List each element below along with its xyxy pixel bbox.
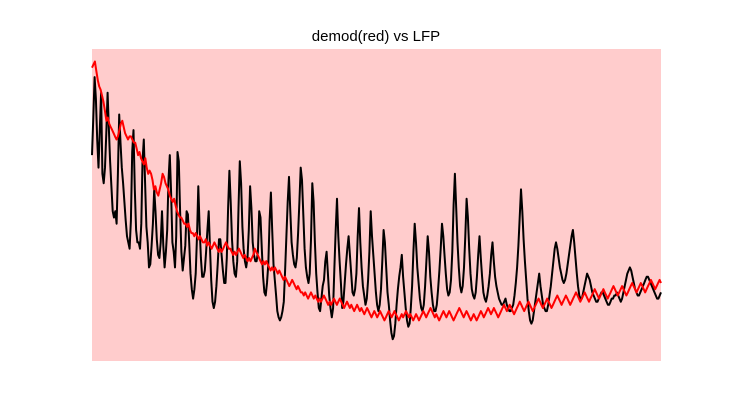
series-layer — [91, 60, 662, 341]
plot-area-background — [92, 49, 661, 361]
chart-title: demod(red) vs LFP — [312, 28, 440, 45]
series-line-red — [91, 60, 662, 322]
series-line-black — [91, 76, 662, 341]
